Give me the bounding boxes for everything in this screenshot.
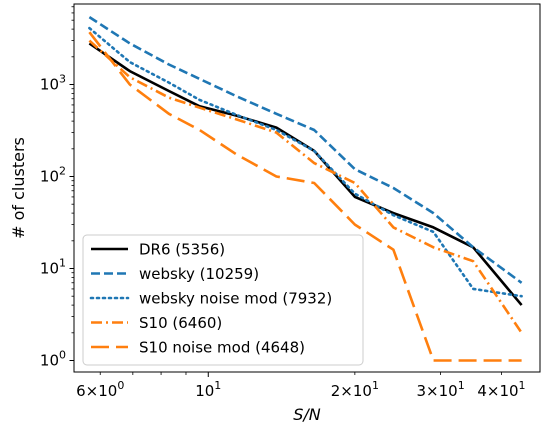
legend-label-0: DR6 (5356): [139, 241, 225, 259]
x-tick-label: 101: [195, 379, 221, 400]
x-axis-label: S/N: [293, 405, 321, 424]
x-minor-tick-label: 2×101: [331, 379, 379, 400]
legend-label-2: websky noise mod (7932): [139, 290, 332, 308]
y-tick-label: 102: [40, 165, 66, 186]
legend-box: [82, 234, 364, 366]
plot-frame: [73, 3, 541, 373]
x-minor-tick-label: 4×101: [477, 379, 525, 400]
legend-label-3: S10 (6460): [139, 314, 222, 332]
y-tick-label: 103: [40, 73, 66, 94]
series-line-1: [88, 16, 523, 284]
series-line-4: [88, 31, 522, 362]
series-line-2: [88, 26, 523, 298]
series-layer: [88, 16, 523, 362]
legend-label-4: S10 noise mod (4648): [139, 339, 305, 357]
y-tick-label: 101: [40, 257, 66, 278]
legend-label-1: websky (10259): [139, 265, 259, 283]
legend: DR6 (5356) websky (10259) websky noise mod…: [82, 234, 364, 366]
x-minor-tick-label: 3×101: [417, 379, 465, 400]
y-tick-label: 100: [40, 349, 66, 370]
series-line-3: [88, 39, 523, 334]
x-minor-tick-label: 6×100: [76, 379, 124, 400]
y-axis-label: # of clusters: [9, 137, 28, 239]
